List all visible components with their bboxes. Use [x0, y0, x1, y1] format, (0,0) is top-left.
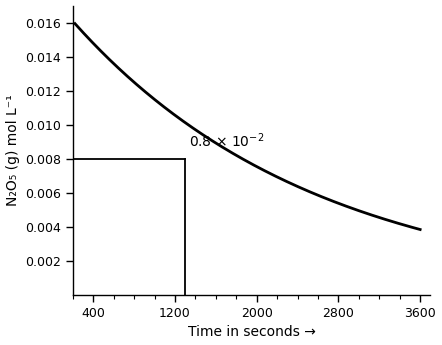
- X-axis label: Time in seconds →: Time in seconds →: [188, 325, 316, 339]
- Y-axis label: N₂O₅ (g) mol L⁻¹: N₂O₅ (g) mol L⁻¹: [6, 95, 19, 206]
- Text: 0.8 $\times$ 10$^{-2}$: 0.8 $\times$ 10$^{-2}$: [189, 132, 265, 150]
